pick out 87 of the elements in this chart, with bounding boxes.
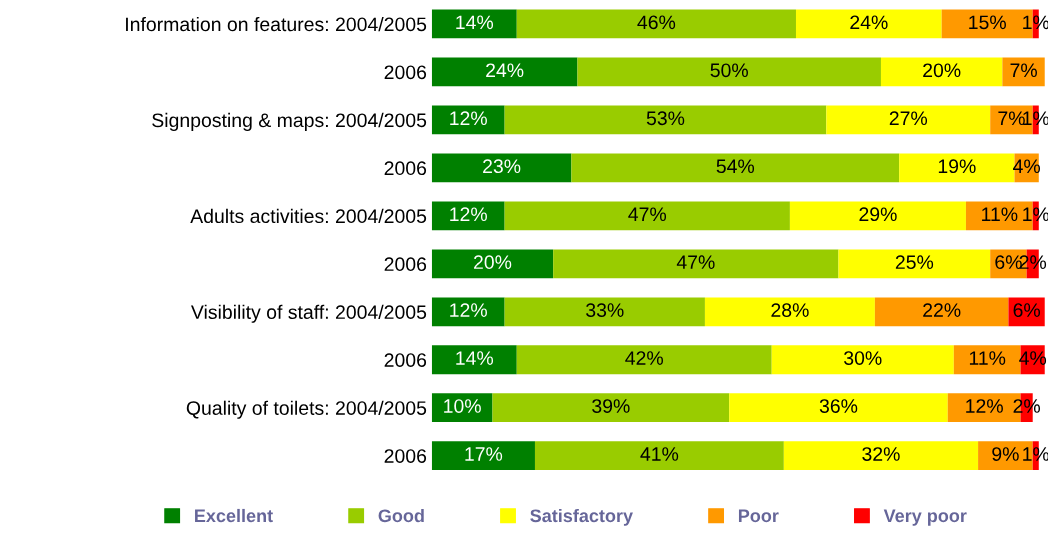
data-label: 22% xyxy=(923,303,961,317)
data-label: 50% xyxy=(710,63,748,78)
y-tick-label: 2006 xyxy=(384,161,427,176)
legend-label: Very poor xyxy=(883,509,967,526)
y-tick-label: Signposting & maps: 2004/2005 xyxy=(152,112,427,131)
bar xyxy=(431,441,535,471)
data-label: 30% xyxy=(844,351,882,365)
data-label: 24% xyxy=(850,15,888,30)
data-label: 14% xyxy=(456,351,494,365)
data-label: 19% xyxy=(938,159,976,174)
data-label: 36% xyxy=(819,399,858,413)
bar xyxy=(899,153,1015,183)
data-label: 41% xyxy=(640,447,679,461)
bar xyxy=(577,57,881,87)
bar xyxy=(704,297,875,327)
bar xyxy=(729,393,948,423)
data-label: 15% xyxy=(969,15,1006,30)
y-tick-label: 2006 xyxy=(384,65,427,80)
bar xyxy=(431,393,493,423)
y-tick-label: Adults activities: 2004/2005 xyxy=(190,208,427,224)
bar xyxy=(795,9,942,39)
legend-label: Poor xyxy=(738,509,779,523)
bar xyxy=(571,153,900,183)
data-label: 24% xyxy=(486,63,524,78)
bar xyxy=(431,249,554,279)
bar xyxy=(553,249,839,279)
bar xyxy=(516,9,796,39)
data-label: 28% xyxy=(771,303,809,318)
data-label: 12% xyxy=(966,399,1003,413)
bar xyxy=(874,297,1009,327)
data-label: 53% xyxy=(646,111,685,126)
data-label: 33% xyxy=(586,303,624,318)
data-label: 6% xyxy=(1013,303,1041,318)
bar xyxy=(431,297,505,327)
bar xyxy=(504,297,705,327)
data-label: 20% xyxy=(474,255,512,270)
y-tick-label: Information on features: 2004/2005 xyxy=(126,16,427,32)
y-tick-label: Visibility of staff: 2004/2005 xyxy=(190,304,427,323)
bar xyxy=(431,153,572,183)
bar xyxy=(953,345,1021,375)
y-tick-label: 2006 xyxy=(384,257,427,272)
bar xyxy=(431,105,505,135)
data-label: 12% xyxy=(450,111,487,126)
data-label: 32% xyxy=(862,447,900,461)
legend-label: Good xyxy=(378,508,424,523)
data-label: 47% xyxy=(628,207,667,221)
data-label: 7% xyxy=(998,111,1025,126)
data-label: 29% xyxy=(859,207,897,222)
data-label: 20% xyxy=(923,63,961,78)
bar xyxy=(516,345,772,375)
data-label: 11% xyxy=(982,207,1018,221)
bar xyxy=(504,105,827,135)
data-label: 46% xyxy=(637,15,676,30)
bar xyxy=(431,201,505,231)
y-tick-label: 2006 xyxy=(384,449,427,463)
data-label: 27% xyxy=(889,111,928,126)
bar xyxy=(504,201,790,231)
y-tick-label: Quality of toilets: 2004/2005 xyxy=(186,400,427,419)
data-label: 23% xyxy=(483,159,521,174)
data-label: 10% xyxy=(444,399,481,413)
bar xyxy=(431,9,517,39)
bar xyxy=(431,57,578,87)
legend-label: Excellent xyxy=(195,508,273,523)
data-label: 11% xyxy=(969,351,1006,365)
bar xyxy=(783,441,979,471)
data-label: 42% xyxy=(625,351,663,365)
data-label: 9% xyxy=(992,447,1019,461)
data-label: 39% xyxy=(592,399,630,413)
bar xyxy=(838,249,991,279)
bar xyxy=(431,345,517,375)
data-label: 12% xyxy=(450,303,487,317)
y-tick-label: 2006 xyxy=(384,353,427,367)
legend-label: Satisfactory xyxy=(530,508,633,526)
data-label: 2% xyxy=(1013,399,1041,413)
data-label: 14% xyxy=(456,15,494,30)
data-label: 47% xyxy=(676,255,715,269)
data-label: 54% xyxy=(716,159,755,174)
data-label: 7% xyxy=(1010,63,1037,78)
bar xyxy=(789,201,966,231)
bar xyxy=(771,345,954,375)
bar xyxy=(880,57,1003,87)
data-label: 17% xyxy=(465,447,503,461)
data-label: 25% xyxy=(895,255,934,270)
data-label: 12% xyxy=(450,207,487,221)
bar xyxy=(826,105,991,135)
bar xyxy=(534,441,784,471)
bar xyxy=(492,393,730,423)
